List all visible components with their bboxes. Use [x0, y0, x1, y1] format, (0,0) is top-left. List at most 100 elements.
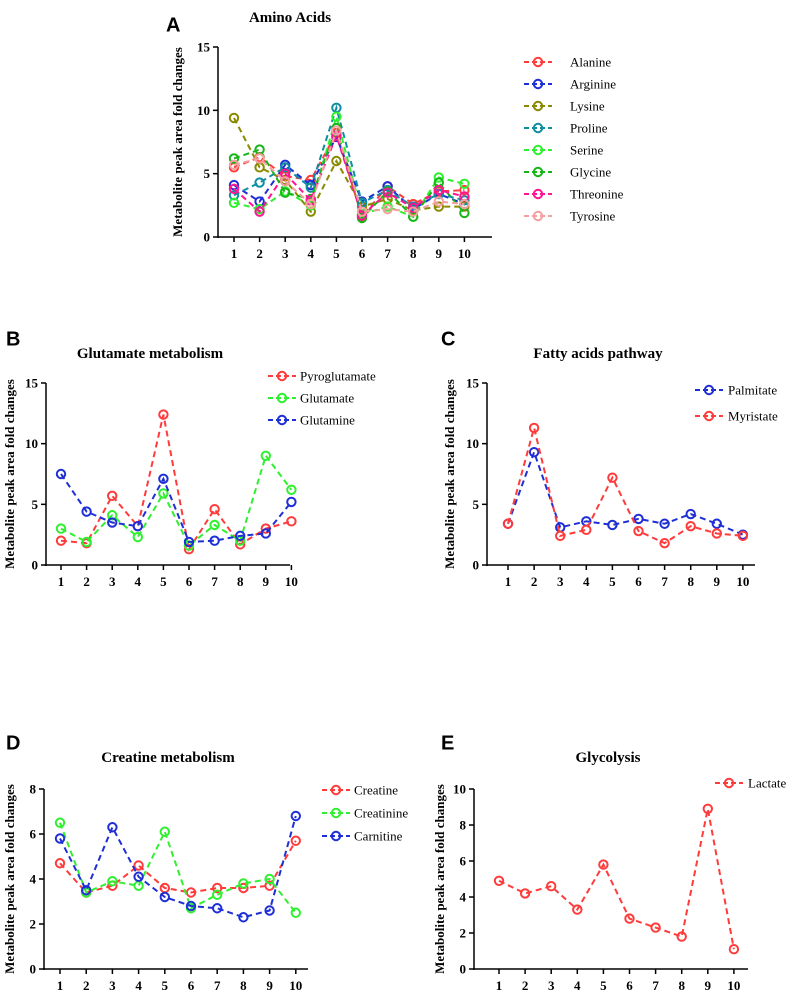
- data-point: [158, 488, 169, 499]
- data-point: [107, 822, 118, 833]
- data-point: [528, 422, 540, 434]
- x-tick-label: 6: [635, 574, 642, 589]
- data-point: [107, 876, 118, 887]
- y-tick-label: 4: [30, 872, 37, 887]
- data-point: [356, 206, 368, 217]
- data-point: [581, 524, 592, 536]
- series-line: [233, 134, 465, 211]
- legend-label: Creatine: [354, 783, 398, 798]
- x-tick-label: 1: [231, 246, 238, 261]
- x-tick-label: 8: [237, 574, 244, 589]
- data-point: [228, 183, 240, 195]
- data-point: [433, 172, 444, 183]
- y-axis-label: Metabolite peak area fold changes: [2, 379, 17, 569]
- legend-marker: [330, 807, 342, 819]
- data-point: [183, 544, 195, 555]
- data-point: [54, 833, 66, 844]
- legend-label: Lysine: [570, 99, 605, 114]
- legend-label: Lactate: [748, 776, 786, 791]
- data-point: [685, 508, 696, 520]
- data-point: [159, 891, 171, 903]
- legend-marker: [532, 56, 544, 68]
- data-point: [264, 905, 275, 916]
- data-point: [493, 875, 505, 886]
- y-tick-label: 5: [204, 166, 211, 181]
- legend-marker: [330, 830, 342, 842]
- x-tick-label: 7: [661, 574, 668, 589]
- data-point: [209, 519, 220, 531]
- x-tick-label: 8: [678, 978, 685, 993]
- legend-label: Carnitine: [354, 829, 403, 844]
- panel-letter: C: [441, 329, 455, 351]
- y-tick-label: 10: [466, 436, 479, 451]
- x-tick-label: 5: [162, 978, 169, 993]
- data-point: [260, 450, 271, 461]
- series-line: [60, 414, 292, 552]
- legend-marker: [532, 122, 544, 134]
- data-point: [685, 520, 696, 532]
- y-tick-label: 15: [466, 376, 480, 391]
- legend-entry-serine: Serine: [524, 143, 603, 158]
- data-point: [290, 907, 301, 918]
- x-tick-label: 5: [333, 246, 340, 261]
- data-point: [433, 201, 444, 212]
- x-tick-label: 2: [522, 978, 529, 993]
- x-tick-label: 1: [57, 978, 64, 993]
- data-point: [356, 210, 368, 221]
- data-point: [55, 535, 67, 546]
- series-line: [233, 127, 465, 213]
- legend-marker: [703, 384, 715, 396]
- legend-marker: [276, 370, 288, 382]
- data-point: [607, 472, 618, 483]
- series-creatinine: [54, 817, 301, 918]
- data-point: [260, 528, 271, 539]
- data-point: [624, 913, 635, 924]
- x-tick-label: 10: [736, 574, 749, 589]
- x-tick-label: 6: [186, 574, 193, 589]
- chart-title: Amino Acids: [249, 10, 331, 26]
- data-point: [280, 176, 291, 187]
- data-point: [607, 519, 618, 531]
- y-tick-label: 0: [473, 558, 480, 573]
- x-tick-label: 6: [359, 246, 366, 261]
- data-point: [107, 517, 118, 528]
- data-point: [290, 810, 301, 822]
- data-point: [433, 196, 444, 207]
- series-line: [233, 130, 465, 219]
- x-tick-label: 9: [263, 574, 270, 589]
- data-point: [212, 889, 223, 900]
- data-point: [107, 490, 118, 502]
- x-tick-label: 9: [705, 978, 712, 993]
- y-tick-label: 8: [30, 782, 37, 797]
- legend-label: Glutamine: [300, 413, 355, 428]
- legend-entry-glycine: Glycine: [524, 165, 611, 180]
- legend-label: Pyroglutamate: [300, 369, 376, 384]
- data-point: [408, 206, 419, 217]
- series-pyroglutamate: [55, 409, 297, 555]
- x-tick-label: 1: [496, 978, 503, 993]
- legend-label: Glutamate: [300, 391, 354, 406]
- data-point: [158, 409, 169, 420]
- data-point: [286, 496, 297, 508]
- x-tick-label: 6: [626, 978, 633, 993]
- data-point: [286, 484, 297, 495]
- legend-marker: [703, 410, 715, 422]
- x-tick-label: 1: [505, 574, 512, 589]
- legend-entry-lysine: Lysine: [524, 99, 605, 114]
- data-point: [737, 530, 749, 542]
- legend-entry-creatine: Creatine: [322, 783, 398, 798]
- panel-e: E Glycolysis Metabolite peak area fold cha…: [432, 733, 786, 993]
- data-point: [238, 912, 249, 923]
- data-point: [133, 871, 144, 882]
- legend-entry-arginine: Arginine: [524, 77, 616, 92]
- data-point: [659, 518, 670, 529]
- data-point: [54, 858, 66, 869]
- series-line: [233, 104, 465, 208]
- data-point: [459, 178, 470, 190]
- series-line: [59, 815, 297, 919]
- data-point: [711, 528, 722, 539]
- data-point: [235, 530, 246, 542]
- y-tick-label: 10: [453, 782, 466, 797]
- data-point: [459, 184, 470, 196]
